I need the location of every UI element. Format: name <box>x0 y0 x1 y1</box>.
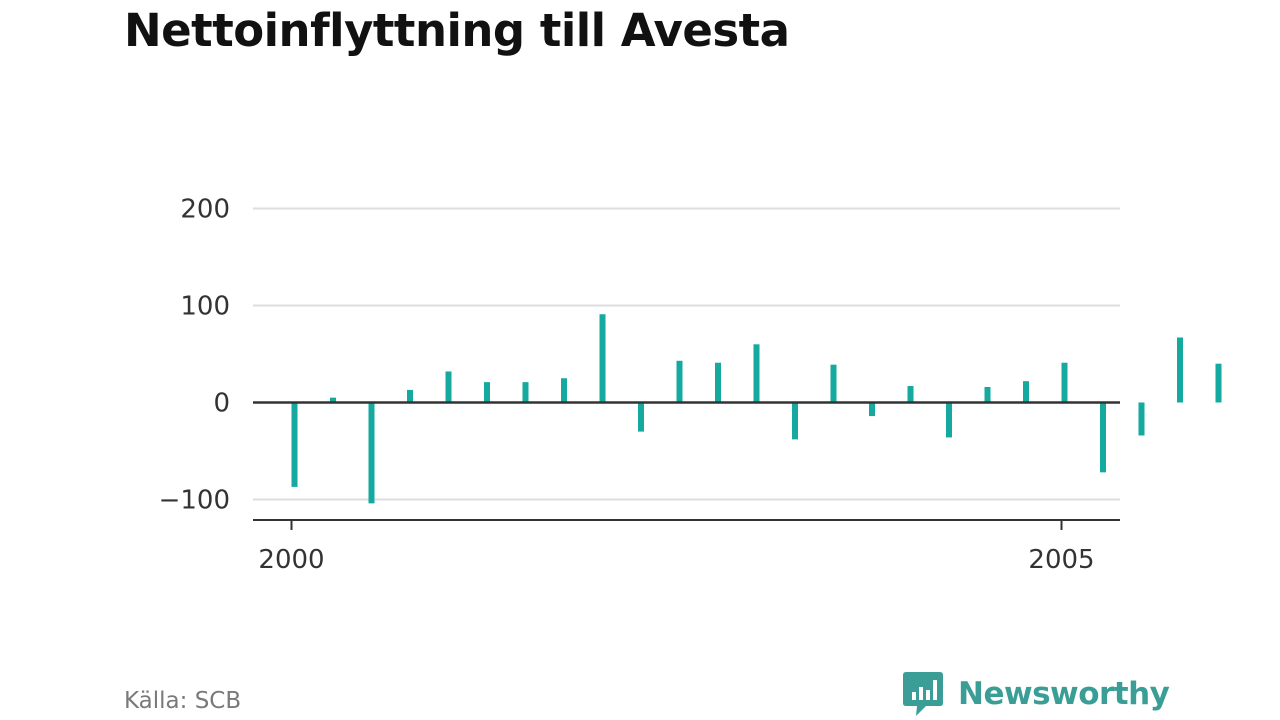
bar <box>1215 363 1222 403</box>
bar <box>1100 402 1106 473</box>
bar <box>984 386 991 403</box>
bar <box>907 386 914 403</box>
chart-title: Nettoinflyttning till Avesta <box>124 4 790 57</box>
bar <box>484 382 490 403</box>
bar <box>676 360 683 403</box>
bar <box>599 314 606 403</box>
bar <box>1177 337 1183 403</box>
bar <box>869 402 875 417</box>
bar <box>1061 362 1068 403</box>
gridlines <box>253 207 1120 501</box>
chart-bubble-icon <box>903 672 943 716</box>
x-tick-label: 2000 <box>258 545 324 575</box>
x-tick-label: 2005 <box>1028 545 1094 575</box>
bars <box>291 314 1222 504</box>
y-tick-label: −100 <box>159 486 230 516</box>
bar <box>792 402 798 440</box>
source-note: Källa: SCB <box>124 688 242 714</box>
newsworthy-logo: Newsworthy <box>902 670 1170 718</box>
y-tick-label: 0 <box>213 389 230 419</box>
y-tick-label: 100 <box>180 292 230 322</box>
bar <box>1138 402 1145 436</box>
bar <box>1023 381 1029 403</box>
bar <box>407 389 413 403</box>
y-tick-label: 200 <box>180 195 230 225</box>
bar <box>753 344 760 403</box>
bar <box>522 382 529 403</box>
bar <box>445 371 452 403</box>
bar <box>715 362 721 403</box>
bar <box>330 397 336 403</box>
bar <box>368 402 375 504</box>
bar <box>946 402 952 438</box>
brand-name: Newsworthy <box>958 676 1170 712</box>
y-tick-labels: 200 100 0 −100 <box>159 195 230 516</box>
bar <box>830 364 837 403</box>
bar <box>291 402 298 487</box>
bar <box>638 402 644 432</box>
x-tick-labels: 200020052010201520202025 <box>258 520 1095 575</box>
bar <box>561 378 567 403</box>
